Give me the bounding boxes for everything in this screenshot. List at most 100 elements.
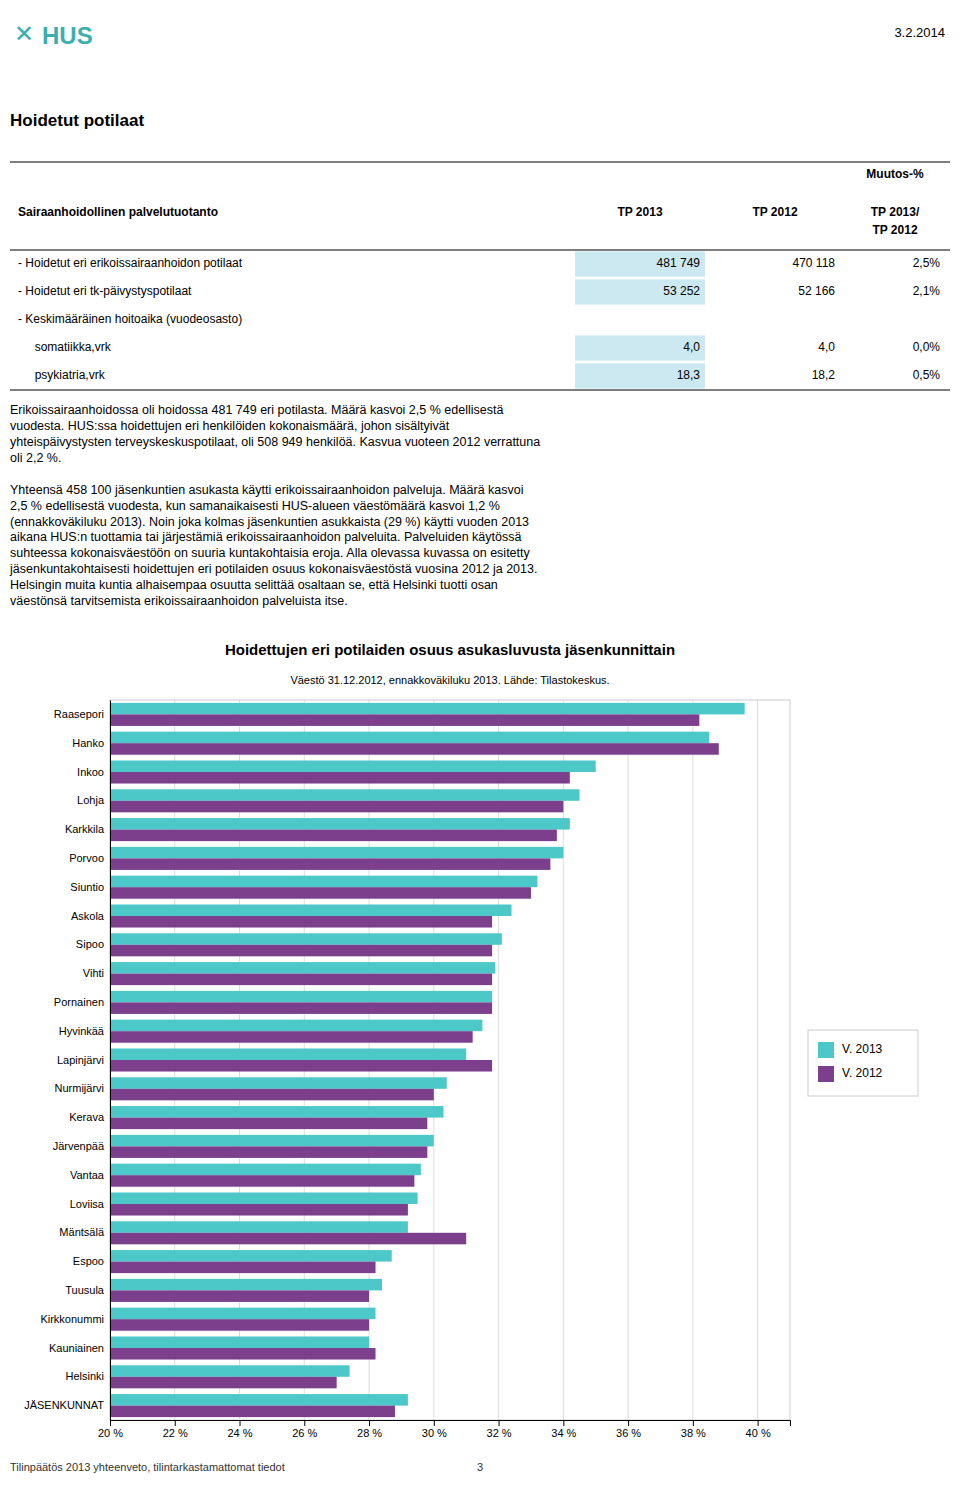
y-tick: Helsinki (65, 1370, 104, 1382)
bar (110, 1250, 392, 1262)
tick-label: 40 % (746, 1427, 771, 1439)
plot: 20 %22 %24 %26 %28 %30 %32 %34 %36 %38 %… (24, 700, 790, 1439)
x-tick: 26 % (292, 1420, 317, 1439)
tick-label: JÄSENKUNNAT (24, 1399, 104, 1411)
bar (110, 991, 492, 1003)
bar (110, 818, 570, 830)
grid-line (628, 700, 629, 1420)
tick-mark (758, 1420, 759, 1426)
axis-domain (110, 701, 111, 1421)
y-tick: Loviisa (70, 1198, 105, 1210)
bar (110, 876, 537, 888)
y-tick: JÄSENKUNNAT (24, 1399, 104, 1411)
tick-label: 36 % (616, 1427, 641, 1439)
bar (110, 1279, 382, 1291)
table-cell: 4,0 (683, 340, 700, 354)
y-tick: Kauniainen (49, 1342, 104, 1354)
tick-label: Loviisa (70, 1198, 105, 1210)
table-header: Muutos-% (866, 167, 924, 181)
tick-mark (434, 1420, 435, 1426)
y-tick: Kirkkonummi (40, 1313, 104, 1325)
bar (110, 916, 492, 928)
y-tick: Vantaa (70, 1169, 105, 1181)
x-tick: 32 % (487, 1420, 512, 1439)
bar (110, 1175, 414, 1187)
bar (110, 847, 563, 859)
table-highlight (575, 251, 705, 276)
body-line: oli 2,2 %. (10, 451, 61, 465)
tick-label: 32 % (487, 1427, 512, 1439)
table-cell: - Keskimääräinen hoitoaika (vuodeosasto) (18, 312, 242, 326)
table-header: TP 2013 (617, 205, 662, 219)
tick-label: 34 % (551, 1427, 576, 1439)
table-cell: 470 118 (793, 256, 836, 270)
bar (110, 1146, 427, 1158)
tick-mark (304, 1420, 305, 1426)
date: 3.2.2014 (894, 25, 945, 40)
table-highlight (575, 363, 705, 388)
logo-symbol: ✕ (14, 20, 34, 47)
x-tick: 38 % (681, 1420, 706, 1439)
y-tick: Askola (71, 910, 105, 922)
tick-label: Karkkila (65, 823, 105, 835)
tick-label: Pornainen (54, 996, 104, 1008)
tick-label: 38 % (681, 1427, 706, 1439)
page: ✕HUS3.2.2014Hoidetut potilaatMuutos-%Sai… (0, 0, 960, 1485)
bar (110, 1077, 447, 1089)
bar (110, 1192, 418, 1204)
tick-label: 24 % (227, 1427, 252, 1439)
bars (110, 703, 745, 1417)
chart-subtitle: Väestö 31.12.2012, ennakkoväkiluku 2013.… (290, 674, 609, 686)
table-rule (10, 249, 950, 251)
tick-label: Hanko (72, 737, 104, 749)
x-tick: 34 % (551, 1420, 576, 1439)
body-line: (ennakkoväkiluku 2013). Noin joka kolmas… (10, 515, 529, 529)
tick-label: Lohja (77, 794, 105, 806)
bar-series (110, 703, 745, 1406)
y-tick: Sipoo (76, 938, 104, 950)
footer-page: 3 (477, 1461, 483, 1473)
y-tick: Vihti (83, 967, 104, 979)
body-line: yhteispäivystysten terveyskeskuspotilaat… (10, 435, 540, 449)
y-tick: Hanko (72, 737, 104, 749)
body-line: 2,5 % edellisestä vuodesta, kun samanaik… (10, 499, 500, 513)
table-highlight (575, 279, 705, 304)
bar (110, 743, 719, 755)
y-tick: Mäntsälä (59, 1226, 105, 1238)
table-cell: 2,1% (913, 284, 941, 298)
chart-title: Hoidettujen eri potilaiden osuus asukasl… (225, 641, 675, 658)
tick-label: Hyvinkää (59, 1025, 105, 1037)
y-tick: Nurmijärvi (55, 1082, 105, 1094)
table-header: Sairaanhoidollinen palvelutuotanto (18, 205, 218, 219)
tick-label: 22 % (163, 1427, 188, 1439)
grid-line (692, 700, 693, 1420)
y-tick: Karkkila (65, 823, 105, 835)
tick-label: 26 % (292, 1427, 317, 1439)
tick-label: Raasepori (54, 708, 104, 720)
tick-label: Kauniainen (49, 1342, 104, 1354)
table-cell: 0,0% (913, 340, 941, 354)
y-tick: Espoo (73, 1255, 104, 1267)
table-header: TP 2012 (872, 223, 917, 237)
bar (110, 760, 596, 772)
y-tick: Lohja (77, 794, 105, 806)
bar (110, 1135, 434, 1147)
plot-frame (110, 700, 790, 1420)
y-tick: Lapinjärvi (57, 1054, 104, 1066)
bar (110, 1377, 337, 1389)
legend-frame (808, 1030, 918, 1096)
bar (110, 1002, 492, 1014)
table-rule (10, 389, 950, 391)
table-cell: 18,2 (812, 368, 836, 382)
table-cell: 0,5% (913, 368, 941, 382)
bar (110, 945, 492, 957)
table-cell: - Hoidetut eri erikoissairaanhoidon poti… (18, 256, 243, 270)
table-header: TP 2012 (752, 205, 797, 219)
table-cell: 481 749 (657, 256, 701, 270)
bar (110, 1365, 350, 1377)
tick-mark (369, 1420, 370, 1426)
tick-label: Vihti (83, 967, 104, 979)
bar (110, 904, 512, 916)
bar (110, 974, 492, 986)
x-tick: 28 % (357, 1420, 382, 1439)
